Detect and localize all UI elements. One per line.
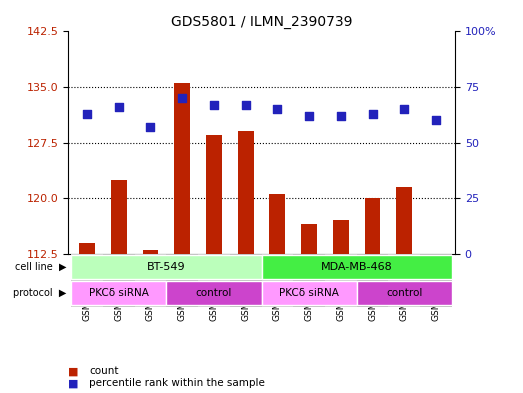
Bar: [143, 250, 158, 254]
Bar: [420, 280, 452, 307]
Bar: [269, 195, 285, 254]
Bar: [166, 281, 262, 305]
Point: [432, 117, 440, 123]
Text: control: control: [386, 288, 423, 298]
Bar: [166, 254, 198, 280]
Bar: [325, 280, 357, 307]
Bar: [79, 242, 95, 254]
Bar: [262, 254, 293, 280]
Bar: [134, 280, 166, 307]
Bar: [293, 254, 325, 280]
Bar: [357, 281, 452, 305]
Point: [273, 106, 281, 112]
Bar: [206, 135, 222, 254]
Point: [210, 102, 218, 108]
Bar: [389, 280, 420, 307]
Point: [368, 110, 377, 117]
Bar: [262, 281, 357, 305]
Text: BT-549: BT-549: [147, 262, 186, 272]
Text: cell line  ▶: cell line ▶: [15, 262, 66, 272]
Bar: [396, 187, 412, 254]
Bar: [325, 254, 357, 280]
Text: ■: ■: [68, 366, 78, 376]
Bar: [262, 280, 293, 307]
Bar: [293, 280, 325, 307]
Bar: [230, 280, 262, 307]
Bar: [71, 255, 262, 279]
Text: MDA-MB-468: MDA-MB-468: [321, 262, 393, 272]
Bar: [111, 180, 127, 254]
Bar: [134, 254, 166, 280]
Point: [242, 102, 250, 108]
Bar: [357, 280, 389, 307]
Point: [178, 95, 186, 101]
Bar: [389, 254, 420, 280]
Bar: [71, 254, 103, 280]
Bar: [174, 83, 190, 254]
Bar: [357, 254, 389, 280]
Text: count: count: [89, 366, 118, 376]
Bar: [103, 280, 134, 307]
Point: [337, 113, 345, 119]
Point: [305, 113, 313, 119]
Point: [400, 106, 408, 112]
Bar: [301, 224, 317, 254]
Bar: [71, 281, 166, 305]
Text: control: control: [196, 288, 232, 298]
Point: [115, 104, 123, 110]
Point: [146, 124, 155, 130]
Bar: [333, 220, 349, 254]
Bar: [420, 254, 452, 280]
Text: PKCδ siRNA: PKCδ siRNA: [89, 288, 149, 298]
Bar: [71, 280, 103, 307]
Bar: [198, 254, 230, 280]
Text: protocol  ▶: protocol ▶: [13, 288, 66, 298]
Bar: [365, 198, 380, 254]
Title: GDS5801 / ILMN_2390739: GDS5801 / ILMN_2390739: [170, 15, 353, 29]
Bar: [262, 255, 452, 279]
Bar: [166, 280, 198, 307]
Bar: [238, 132, 254, 254]
Text: PKCδ siRNA: PKCδ siRNA: [279, 288, 339, 298]
Bar: [103, 254, 134, 280]
Text: percentile rank within the sample: percentile rank within the sample: [89, 378, 265, 388]
Point: [83, 110, 91, 117]
Text: ■: ■: [68, 378, 78, 388]
Bar: [198, 280, 230, 307]
Bar: [230, 254, 262, 280]
